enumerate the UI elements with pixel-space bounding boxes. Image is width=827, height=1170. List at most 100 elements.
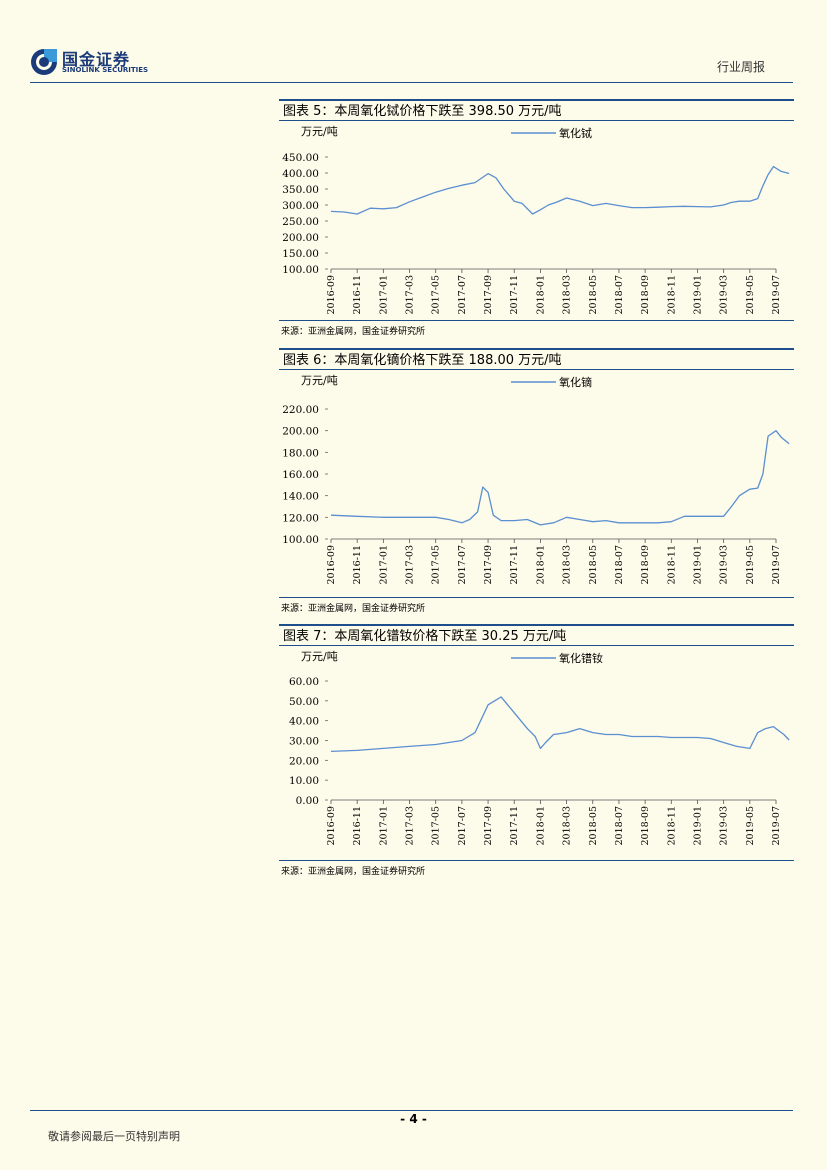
y-tick-label: 30.00 — [289, 736, 319, 748]
x-tick-label: 2016-11 — [352, 545, 363, 584]
y-tick-label: 220.00 — [282, 404, 319, 416]
x-tick-label: 2019-07 — [771, 275, 782, 314]
x-tick-label: 2017-09 — [483, 806, 494, 845]
x-tick-label: 2019-01 — [692, 545, 703, 584]
x-tick-label: 2019-05 — [745, 545, 756, 584]
y-tick-label: 140.00 — [282, 491, 319, 503]
y-tick-label: 250.00 — [282, 216, 319, 228]
x-tick-label: 2018-09 — [640, 806, 651, 845]
y-axis-unit-label: 万元/吨 — [301, 650, 338, 663]
y-tick-label: 40.00 — [289, 716, 319, 728]
x-tick-label: 2017-11 — [509, 806, 520, 845]
company-logo: 国金证券 SINOLINK SECURITIES — [30, 46, 155, 80]
y-tick-label: 150.00 — [282, 248, 319, 260]
x-tick-label: 2016-11 — [352, 275, 363, 314]
x-tick-label: 2018-03 — [562, 806, 573, 845]
figure-7-title: 图表 7：本周氧化镨钕价格下跌至 30.25 万元/吨 — [279, 624, 794, 646]
y-tick-label: 200.00 — [282, 232, 319, 244]
figure-7-source: 来源：亚洲金属网，国金证券研究所 — [279, 860, 794, 877]
x-tick-label: 2018-11 — [666, 806, 677, 845]
x-tick-label: 2018-01 — [535, 275, 546, 314]
x-tick-label: 2019-01 — [692, 275, 703, 314]
y-tick-label: 20.00 — [289, 755, 319, 767]
x-tick-label: 2017-03 — [405, 806, 416, 845]
x-tick-label: 2017-11 — [509, 545, 520, 584]
logo-mark-icon — [31, 49, 57, 75]
legend-label: 氧化镨钕 — [559, 651, 603, 665]
x-tick-label: 2017-09 — [483, 545, 494, 584]
x-tick-label: 2017-01 — [378, 806, 389, 845]
x-tick-label: 2019-03 — [719, 545, 730, 584]
y-tick-label: 50.00 — [289, 696, 319, 708]
disclaimer: 敬请参阅最后一页特别声明 — [48, 1130, 180, 1143]
x-tick-label: 2018-01 — [535, 806, 546, 845]
x-tick-label: 2019-03 — [719, 806, 730, 845]
figure-5-source: 来源：亚洲金属网，国金证券研究所 — [279, 320, 794, 337]
x-tick-label: 2019-07 — [771, 545, 782, 584]
figure-5-title: 图表 5：本周氧化铽价格下跌至 398.50 万元/吨 — [279, 99, 794, 121]
y-tick-label: 10.00 — [289, 775, 319, 787]
x-tick-label: 2017-05 — [431, 545, 442, 584]
series-line — [330, 165, 790, 215]
y-axis-unit-label: 万元/吨 — [301, 374, 338, 387]
x-tick-label: 2019-05 — [745, 806, 756, 845]
x-tick-label: 2017-03 — [405, 275, 416, 314]
y-tick-label: 180.00 — [282, 447, 319, 459]
x-tick-label: 2018-05 — [588, 545, 599, 584]
x-tick-label: 2018-07 — [614, 545, 625, 584]
x-tick-label: 2016-09 — [326, 275, 337, 314]
x-tick-label: 2018-07 — [614, 275, 625, 314]
x-tick-label: 2018-03 — [562, 545, 573, 584]
x-tick-label: 2017-11 — [509, 275, 520, 314]
x-tick-label: 2019-01 — [692, 806, 703, 845]
y-tick-label: 450.00 — [282, 152, 319, 164]
header-divider — [30, 82, 793, 83]
x-tick-label: 2018-09 — [640, 545, 651, 584]
x-tick-label: 2018-01 — [535, 545, 546, 584]
legend-label: 氧化镝 — [559, 375, 592, 389]
series-line — [330, 430, 790, 526]
x-tick-label: 2017-05 — [431, 806, 442, 845]
x-tick-label: 2018-11 — [666, 545, 677, 584]
x-tick-label: 2018-11 — [666, 275, 677, 314]
chart-dysprosium-oxide: 万元/吨 氧化镝 220.00 200.00 180.00 160.00 140.00 120… — [282, 374, 790, 584]
chart-terbium-oxide: 万元/吨 氧化铽 450.00 400.00 350.00 300.00 250.00 200… — [282, 125, 790, 314]
y-tick-label: 160.00 — [282, 469, 319, 481]
x-tick-label: 2018-07 — [614, 806, 625, 845]
x-tick-label: 2017-03 — [405, 545, 416, 584]
y-tick-label: 0.00 — [296, 795, 319, 807]
x-tick-label: 2017-07 — [457, 545, 468, 584]
figure-6-source: 来源：亚洲金属网，国金证券研究所 — [279, 597, 794, 614]
footer-divider — [30, 1110, 793, 1111]
x-tick-label: 2018-09 — [640, 275, 651, 314]
y-tick-label: 60.00 — [289, 676, 319, 688]
y-tick-label: 100.00 — [282, 264, 319, 276]
chart-praseodymium-neodymium-oxide: 万元/吨 氧化镨钕 60.00 50.00 40.00 30.00 20.00 10.00 0.… — [289, 650, 790, 845]
x-tick-label: 2016-09 — [326, 545, 337, 584]
page-header: 国金证券 SINOLINK SECURITIES 行业周报 — [0, 0, 827, 83]
x-tick-label: 2019-05 — [745, 275, 756, 314]
x-tick-label: 2017-07 — [457, 275, 468, 314]
document-type: 行业周报 — [716, 60, 765, 74]
x-tick-label: 2018-03 — [562, 275, 573, 314]
x-tick-label: 2018-05 — [588, 806, 599, 845]
x-tick-label: 2017-09 — [483, 275, 494, 314]
x-tick-label: 2017-01 — [378, 545, 389, 584]
x-tick-label: 2017-05 — [431, 275, 442, 314]
x-tick-label: 2017-07 — [457, 806, 468, 845]
x-tick-label: 2018-05 — [588, 275, 599, 314]
y-tick-label: 200.00 — [282, 426, 319, 438]
y-tick-label: 120.00 — [282, 512, 319, 524]
y-tick-label: 300.00 — [282, 200, 319, 212]
x-tick-label: 2017-01 — [378, 275, 389, 314]
page-number: - 4 - — [400, 1112, 427, 1126]
logo-text-cn: 国金证券 — [62, 50, 131, 69]
x-tick-label: 2019-07 — [771, 806, 782, 845]
y-tick-label: 100.00 — [282, 534, 319, 546]
series-line — [330, 696, 790, 753]
logo-text-en: SINOLINK SECURITIES — [62, 66, 149, 74]
x-tick-label: 2016-11 — [352, 806, 363, 845]
x-tick-label: 2019-03 — [719, 275, 730, 314]
y-tick-label: 350.00 — [282, 184, 319, 196]
legend-label: 氧化铽 — [559, 126, 592, 140]
